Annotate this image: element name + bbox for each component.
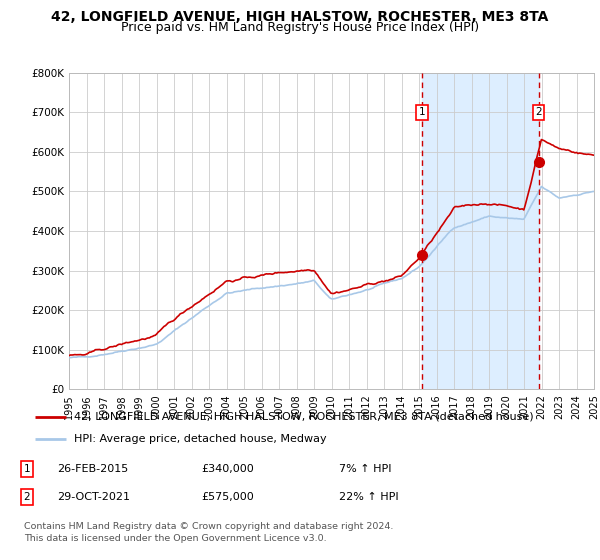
Text: 26-FEB-2015: 26-FEB-2015 [57,464,128,474]
Text: £575,000: £575,000 [201,492,254,502]
Text: £340,000: £340,000 [201,464,254,474]
Text: 2: 2 [535,108,542,118]
Text: 1: 1 [23,464,31,474]
Text: Contains HM Land Registry data © Crown copyright and database right 2024.
This d: Contains HM Land Registry data © Crown c… [24,522,394,543]
Text: 7% ↑ HPI: 7% ↑ HPI [339,464,391,474]
Text: 1: 1 [418,108,425,118]
Text: Price paid vs. HM Land Registry's House Price Index (HPI): Price paid vs. HM Land Registry's House … [121,21,479,34]
Text: 2: 2 [23,492,31,502]
Text: 29-OCT-2021: 29-OCT-2021 [57,492,130,502]
Text: 22% ↑ HPI: 22% ↑ HPI [339,492,398,502]
Bar [422,73,539,389]
Text: 42, LONGFIELD AVENUE, HIGH HALSTOW, ROCHESTER, ME3 8TA (detached house): 42, LONGFIELD AVENUE, HIGH HALSTOW, ROCH… [74,412,534,422]
Text: 42, LONGFIELD AVENUE, HIGH HALSTOW, ROCHESTER, ME3 8TA: 42, LONGFIELD AVENUE, HIGH HALSTOW, ROCH… [52,10,548,24]
Text: HPI: Average price, detached house, Medway: HPI: Average price, detached house, Medw… [74,434,327,444]
